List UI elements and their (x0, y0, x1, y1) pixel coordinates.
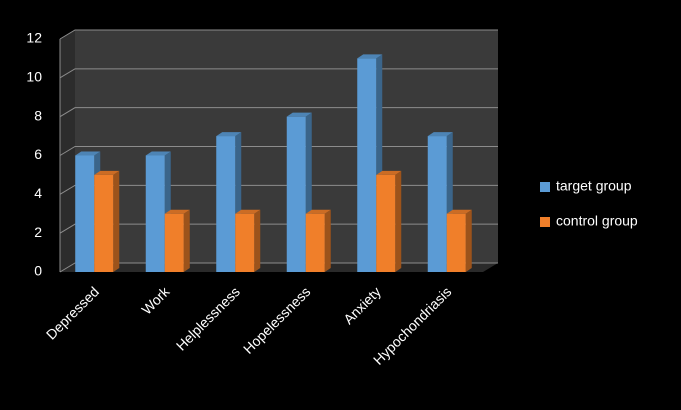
grid-line (59, 262, 498, 273)
bar-top (235, 209, 261, 214)
bar (94, 174, 114, 272)
bar-top (75, 151, 101, 156)
bar (216, 136, 236, 272)
bar-top (216, 132, 242, 137)
bar-side (183, 209, 190, 272)
bar-top (286, 112, 312, 117)
legend-label: target group (556, 178, 632, 194)
bar-top (305, 209, 331, 214)
x-tick-label: Hopelessness (240, 283, 313, 356)
y-tick-label: 10 (26, 69, 42, 85)
legend-label: control group (556, 213, 638, 229)
bar (357, 58, 377, 272)
bar-top (145, 151, 171, 156)
y-tick-label: 8 (34, 107, 42, 123)
y-tick-label: 2 (34, 224, 42, 240)
bar (305, 213, 325, 272)
y-tick-label: 12 (26, 30, 42, 46)
x-tick-label: Work (138, 283, 173, 318)
bar-side (465, 209, 472, 272)
bar (164, 213, 184, 272)
bar (75, 155, 95, 272)
y-tick-label: 4 (34, 185, 42, 201)
legend-swatch (540, 182, 550, 192)
bar-top (446, 209, 472, 214)
y-tick-label: 6 (34, 146, 42, 162)
bar-top (357, 54, 383, 59)
grid-line (59, 184, 498, 195)
bar-side (113, 170, 120, 272)
bar-top (164, 209, 190, 214)
bar (446, 213, 466, 272)
x-tick-label: Depressed (43, 283, 102, 342)
bar (235, 213, 255, 272)
grid-line (59, 29, 498, 40)
bar-side (324, 209, 331, 272)
grid-line (59, 68, 498, 79)
legend-swatch (540, 217, 550, 227)
bar (376, 174, 396, 272)
bar (427, 136, 447, 272)
bar-side (254, 209, 261, 272)
bar-side (395, 170, 402, 272)
bar-top (376, 170, 402, 175)
grid-line (59, 146, 498, 156)
x-tick-label: Helplessness (173, 283, 243, 353)
grid-line (59, 223, 498, 234)
x-tick-label: Hypochondriasis (370, 283, 454, 367)
x-tick-label: Anxiety (340, 283, 384, 327)
bar (286, 116, 306, 273)
bar-top (94, 170, 120, 175)
bar-top (427, 132, 453, 137)
y-tick-label: 0 (34, 263, 42, 279)
grid-line (59, 107, 498, 118)
bar (145, 155, 165, 272)
